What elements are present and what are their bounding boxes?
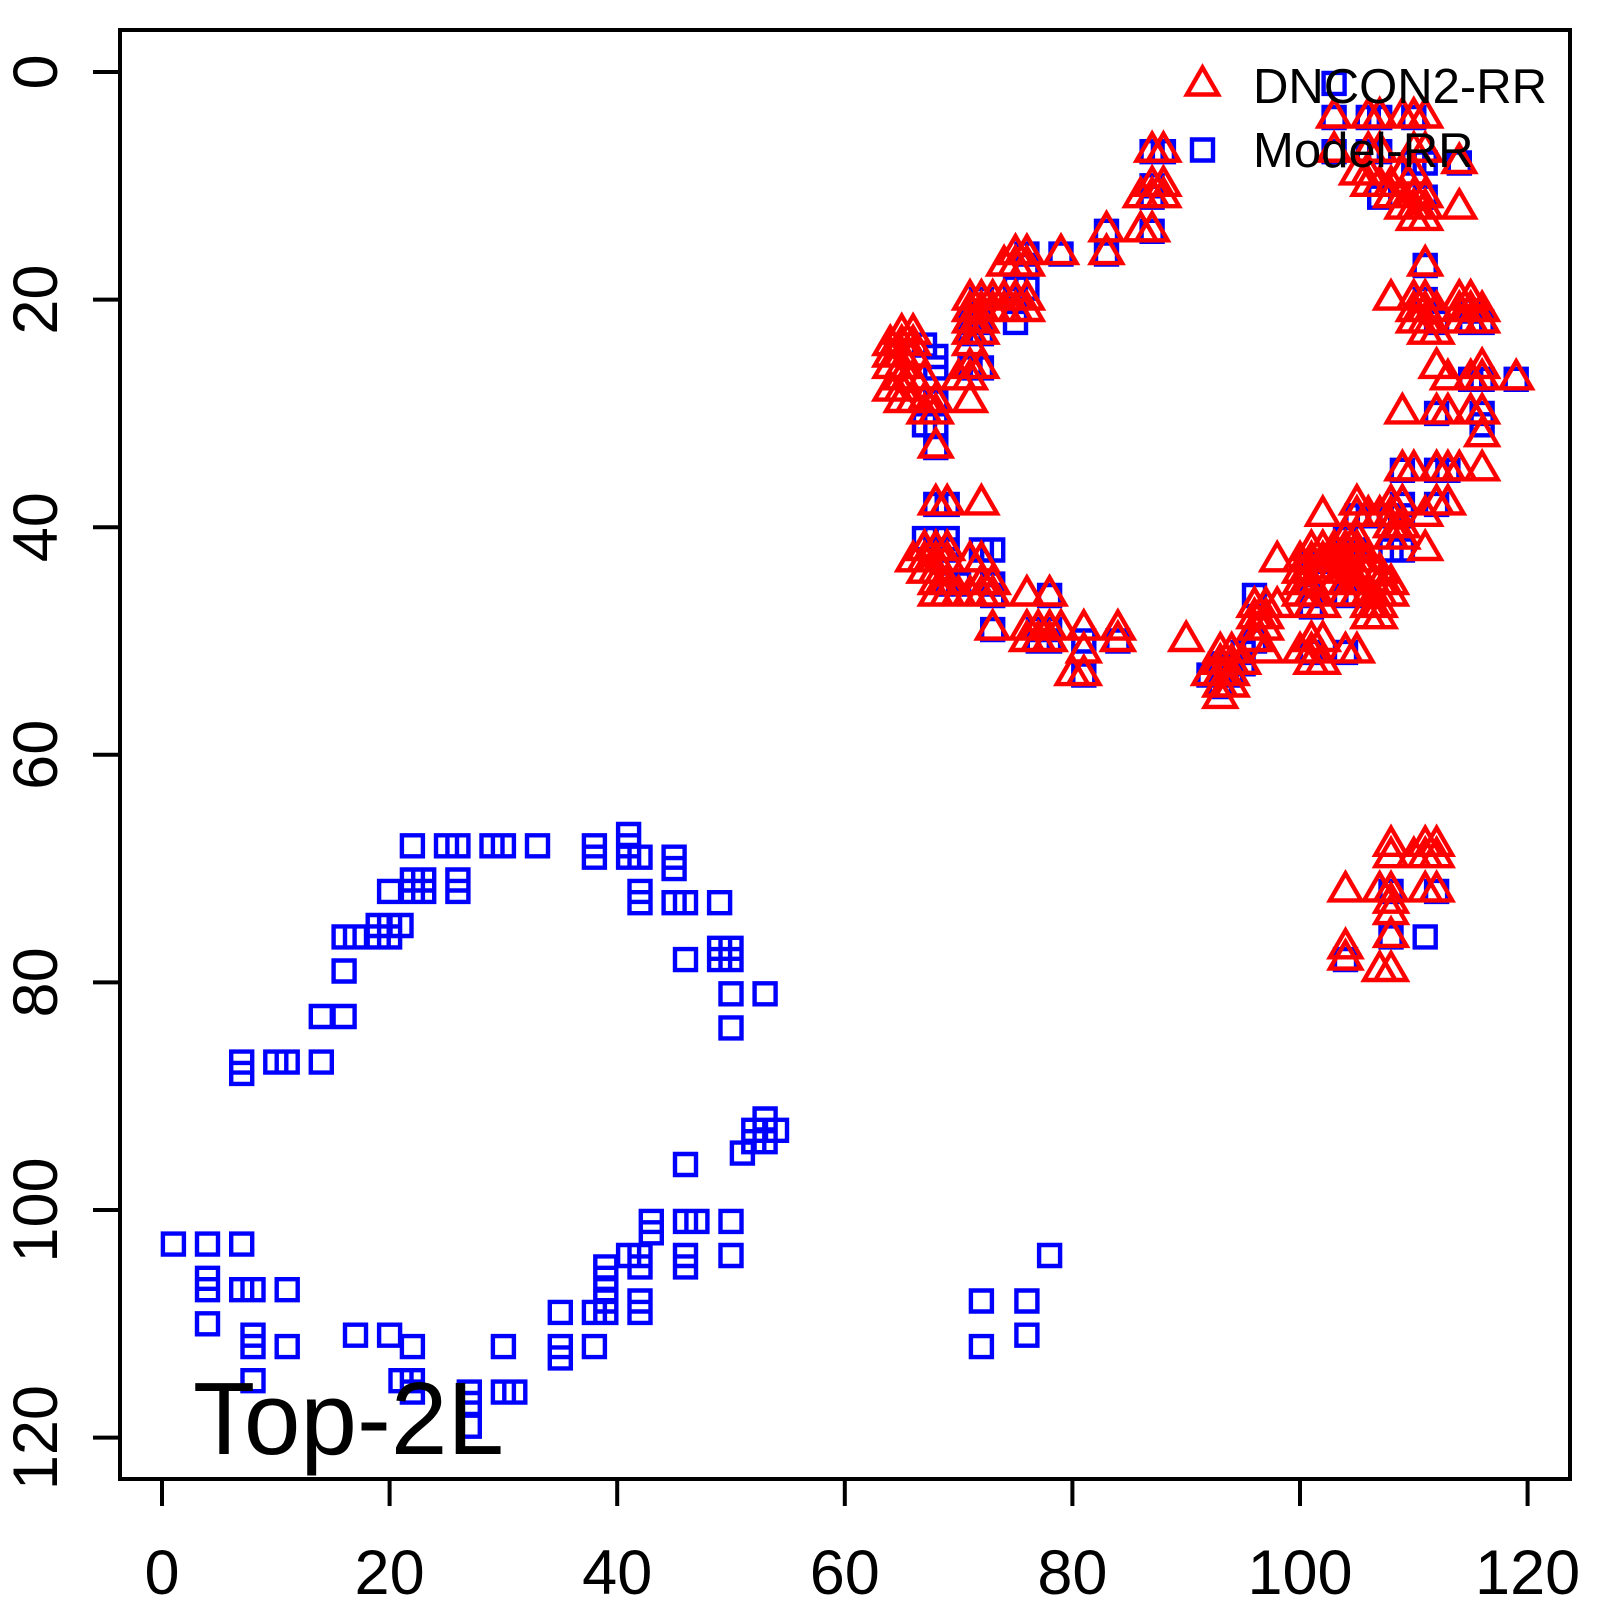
svg-text:0: 0 [1, 54, 71, 89]
svg-text:DNCON2-RR: DNCON2-RR [1253, 60, 1547, 114]
svg-text:20: 20 [1, 265, 71, 335]
svg-text:40: 40 [582, 1538, 652, 1600]
svg-text:Top-2L: Top-2L [193, 1361, 504, 1476]
svg-text:20: 20 [355, 1538, 425, 1600]
svg-text:120: 120 [1, 1385, 71, 1490]
svg-text:120: 120 [1475, 1538, 1580, 1600]
svg-text:60: 60 [1, 720, 71, 790]
svg-text:80: 80 [1037, 1538, 1107, 1600]
svg-text:80: 80 [1, 947, 71, 1017]
svg-text:100: 100 [1, 1157, 71, 1262]
svg-text:0: 0 [144, 1538, 179, 1600]
svg-text:40: 40 [1, 492, 71, 562]
svg-text:60: 60 [810, 1538, 880, 1600]
svg-text:100: 100 [1247, 1538, 1352, 1600]
svg-text:Model-RR: Model-RR [1253, 124, 1474, 178]
